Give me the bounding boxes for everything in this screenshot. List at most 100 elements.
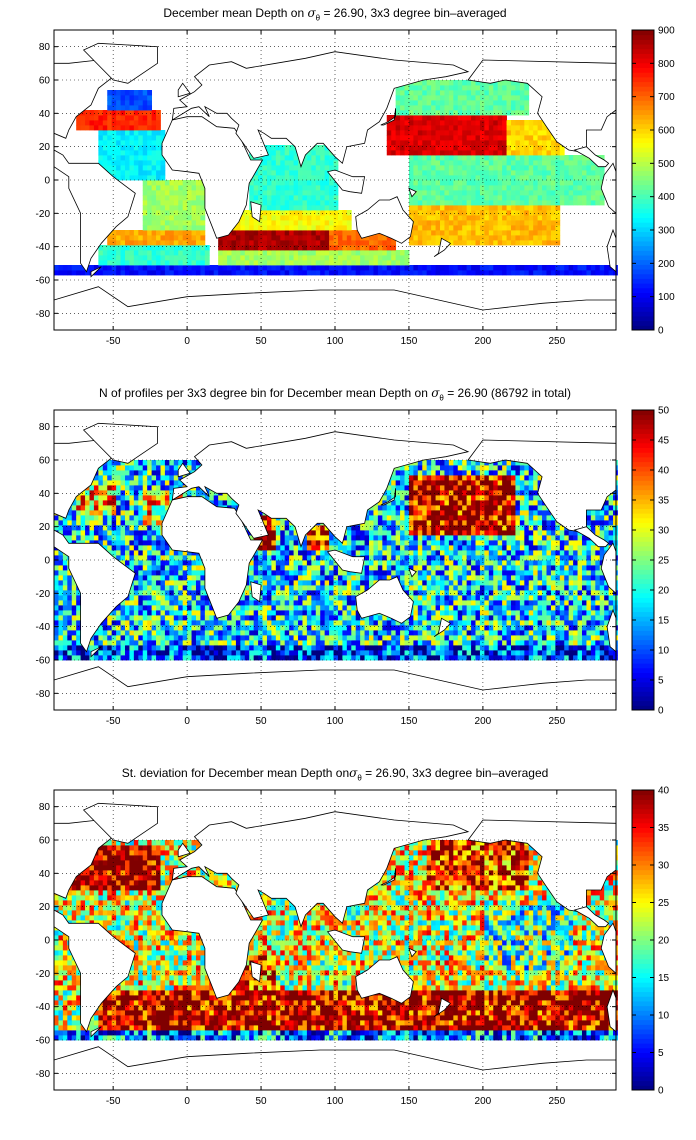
- data-cell: [475, 230, 481, 236]
- data-cell: [315, 585, 321, 591]
- data-cell: [479, 600, 485, 606]
- data-cell: [298, 255, 303, 261]
- data-cell: [448, 645, 454, 651]
- data-cell: [76, 590, 82, 596]
- data-cell: [573, 605, 578, 611]
- data-cell: [479, 640, 485, 646]
- data-cell: [302, 260, 308, 266]
- data-cell: [116, 235, 121, 241]
- data-cell: [364, 620, 370, 626]
- data-cell: [555, 220, 561, 226]
- data-cell: [240, 250, 246, 256]
- data-cell: [426, 180, 432, 186]
- data-cell: [156, 215, 161, 221]
- data-cell: [120, 150, 126, 156]
- data-cell: [333, 245, 339, 251]
- data-cell: [395, 90, 401, 96]
- data-cell: [160, 260, 166, 266]
- data-cell: [497, 265, 503, 271]
- data-cell: [431, 650, 436, 656]
- data-cell: [284, 170, 290, 176]
- data-cell: [98, 150, 104, 156]
- data-cell: [404, 110, 410, 116]
- data-cell: [333, 595, 339, 601]
- data-cell: [524, 645, 530, 651]
- data-cell: [573, 200, 578, 206]
- data-cell: [320, 165, 326, 171]
- data-cell: [444, 90, 450, 96]
- data-cell: [62, 625, 68, 631]
- data-cell: [231, 640, 237, 646]
- data-cell: [346, 640, 352, 646]
- data-cell: [302, 210, 308, 216]
- data-cell: [173, 235, 179, 241]
- x-tick-label: 250: [548, 336, 565, 347]
- data-cell: [218, 260, 223, 266]
- data-cell: [187, 245, 192, 251]
- data-cell: [102, 115, 108, 121]
- data-cell: [435, 160, 441, 166]
- data-cell: [284, 190, 290, 196]
- data-cell: [271, 190, 277, 196]
- data-cell: [320, 235, 326, 241]
- data-cell: [542, 125, 547, 131]
- data-cell: [306, 155, 312, 161]
- data-cell: [506, 135, 512, 141]
- data-cell: [329, 655, 334, 661]
- data-cell: [124, 160, 130, 166]
- data-cell: [382, 250, 388, 256]
- data-cell: [466, 580, 472, 586]
- data-cell: [537, 125, 543, 131]
- data-cell: [306, 615, 312, 621]
- data-cell: [515, 185, 521, 191]
- data-cell: [542, 590, 547, 596]
- data-cell: [426, 615, 432, 621]
- data-cell: [147, 110, 153, 116]
- data-cell: [462, 165, 468, 171]
- data-cell: [151, 220, 157, 226]
- data-cell: [275, 200, 281, 206]
- data-cell: [320, 255, 326, 261]
- data-cell: [448, 625, 454, 631]
- data-cell: [395, 620, 401, 626]
- data-cell: [249, 595, 255, 601]
- data-cell: [71, 620, 77, 626]
- data-cell: [311, 630, 317, 636]
- data-cell: [440, 125, 445, 131]
- data-cell: [497, 630, 503, 636]
- data-cell: [253, 655, 259, 661]
- data-cell: [457, 85, 463, 91]
- data-cell: [355, 620, 361, 626]
- data-cell: [280, 265, 286, 271]
- data-cell: [408, 650, 414, 656]
- data-cell: [448, 595, 454, 601]
- data-cell: [564, 270, 570, 276]
- data-cell: [120, 610, 126, 616]
- data-cell: [515, 155, 521, 161]
- data-cell: [102, 130, 108, 136]
- data-cell: [581, 610, 587, 616]
- data-cell: [453, 130, 459, 136]
- data-cell: [80, 645, 86, 651]
- data-cell: [315, 155, 321, 161]
- data-cell: [120, 625, 126, 631]
- data-cell: [595, 270, 601, 276]
- data-cell: [404, 135, 410, 141]
- data-cell: [542, 620, 547, 626]
- data-cell: [235, 650, 241, 656]
- data-cell: [475, 630, 481, 636]
- data-cell: [431, 220, 436, 226]
- data-cell: [258, 195, 263, 201]
- data-cell: [493, 635, 499, 641]
- data-cell: [533, 645, 539, 651]
- data-cell: [431, 150, 436, 156]
- data-cell: [573, 625, 578, 631]
- data-cell: [187, 250, 192, 256]
- data-cell: [311, 595, 317, 601]
- data-cell: [555, 580, 561, 586]
- data-cell: [333, 160, 339, 166]
- data-cell: [302, 200, 308, 206]
- data-cell: [510, 90, 516, 96]
- data-cell: [448, 155, 454, 161]
- data-cell: [258, 655, 263, 661]
